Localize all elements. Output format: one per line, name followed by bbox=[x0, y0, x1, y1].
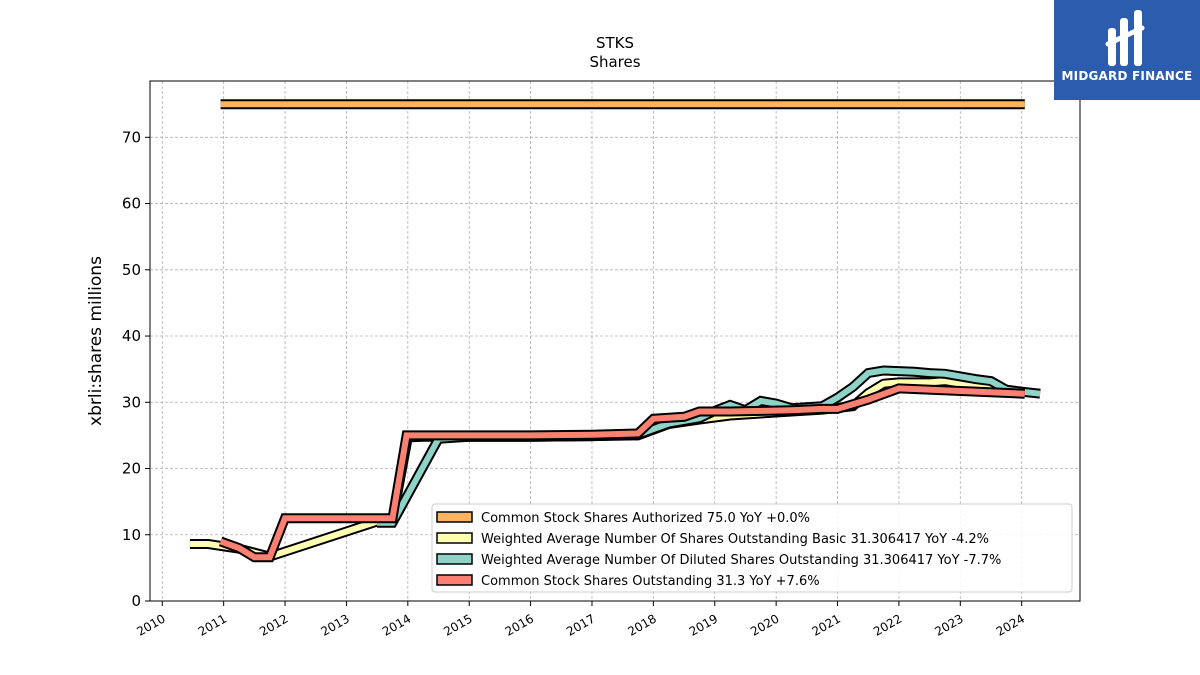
data-point bbox=[1024, 393, 1025, 394]
data-point bbox=[730, 404, 731, 405]
data-point bbox=[438, 435, 439, 436]
data-point bbox=[898, 371, 899, 372]
data-point bbox=[269, 557, 270, 558]
y-tick-label: 50 bbox=[122, 261, 141, 279]
x-tick-label: 2018 bbox=[625, 611, 658, 638]
chart-title: STKS bbox=[596, 34, 634, 52]
y-axis-ticks: 0 10 20 30 40 50 60 70 bbox=[122, 128, 150, 610]
x-tick-label: 2010 bbox=[134, 611, 167, 638]
series-1 bbox=[220, 99, 1025, 110]
data-point bbox=[929, 382, 930, 383]
data-point bbox=[653, 418, 654, 419]
data-point bbox=[220, 541, 221, 542]
y-tick-label: 20 bbox=[122, 460, 141, 478]
data-point bbox=[883, 370, 884, 371]
data-point bbox=[760, 410, 761, 411]
data-point bbox=[469, 435, 470, 436]
x-tick-label: 2014 bbox=[380, 611, 413, 638]
plot-series bbox=[189, 99, 1041, 563]
data-point bbox=[189, 544, 190, 545]
data-point bbox=[392, 518, 393, 519]
legend-label: Common Stock Shares Authorized 75.0 YoY … bbox=[481, 511, 810, 526]
y-tick-label: 60 bbox=[122, 195, 141, 213]
data-point bbox=[220, 104, 221, 105]
x-tick-label: 2017 bbox=[564, 611, 597, 638]
data-point bbox=[699, 411, 700, 412]
data-point bbox=[1024, 104, 1025, 105]
chart-subtitle: Shares bbox=[589, 53, 640, 71]
data-point bbox=[868, 373, 869, 374]
legend-swatch bbox=[436, 553, 473, 565]
x-tick-label: 2023 bbox=[932, 611, 965, 638]
data-point bbox=[991, 381, 992, 382]
data-point bbox=[239, 548, 240, 549]
data-point bbox=[406, 435, 407, 436]
x-axis-ticks: 2010 2011 2012 2013 2014 2015 2016 2017 2018 2019… bbox=[134, 601, 1027, 639]
x-tick-label: 2016 bbox=[503, 611, 536, 638]
data-point bbox=[760, 400, 761, 401]
data-point bbox=[868, 393, 869, 394]
legend-swatch bbox=[436, 532, 473, 544]
y-tick-label: 30 bbox=[122, 393, 141, 411]
x-tick-label: 2020 bbox=[748, 611, 781, 638]
x-tick-label: 2011 bbox=[196, 611, 229, 638]
brand-mark-icon bbox=[1105, 10, 1145, 66]
legend-swatch bbox=[436, 574, 473, 586]
data-point bbox=[914, 371, 915, 372]
data-point bbox=[638, 433, 639, 434]
data-point bbox=[699, 418, 700, 419]
data-point bbox=[868, 399, 869, 400]
y-tick-label: 10 bbox=[122, 526, 141, 544]
data-point bbox=[776, 403, 777, 404]
data-point bbox=[975, 379, 976, 380]
legend-label: Weighted Average Number Of Shares Outsta… bbox=[481, 532, 989, 547]
data-point bbox=[898, 388, 899, 389]
data-point bbox=[960, 383, 961, 384]
data-point bbox=[960, 376, 961, 377]
legend-label: Common Stock Shares Outstanding 31.3 YoY… bbox=[481, 574, 820, 589]
y-tick-label: 0 bbox=[131, 592, 141, 610]
y-tick-label: 70 bbox=[122, 128, 141, 146]
data-point bbox=[945, 381, 946, 382]
x-tick-label: 2015 bbox=[441, 611, 474, 638]
data-point bbox=[898, 382, 899, 383]
series-line bbox=[219, 385, 1025, 561]
data-point bbox=[208, 544, 209, 545]
plot-frame bbox=[149, 80, 1081, 602]
data-point bbox=[285, 518, 286, 519]
grid bbox=[150, 81, 1080, 601]
y-axis-label: xbrli:shares millions bbox=[86, 256, 106, 426]
data-point bbox=[929, 373, 930, 374]
data-point bbox=[837, 397, 838, 398]
data-point bbox=[730, 411, 731, 412]
y-tick-label: 40 bbox=[122, 327, 141, 345]
data-point bbox=[791, 410, 792, 411]
data-point bbox=[668, 423, 669, 424]
x-tick-label: 2021 bbox=[810, 611, 843, 638]
x-tick-label: 2019 bbox=[687, 611, 720, 638]
brand-logo: MIDGARD FINANCE bbox=[1054, 0, 1200, 100]
data-point bbox=[852, 387, 853, 388]
data-point bbox=[684, 416, 685, 417]
data-point bbox=[530, 435, 531, 436]
legend: Common Stock Shares Authorized 75.0 YoY … bbox=[431, 503, 1073, 593]
data-point bbox=[254, 557, 255, 558]
x-tick-label: 2024 bbox=[994, 611, 1027, 638]
data-point bbox=[837, 408, 838, 409]
data-point bbox=[945, 373, 946, 374]
brand-name: MIDGARD FINANCE bbox=[1061, 69, 1193, 83]
data-point bbox=[300, 518, 301, 519]
data-point bbox=[1040, 393, 1041, 394]
data-point bbox=[883, 383, 884, 384]
data-point bbox=[822, 408, 823, 409]
legend-swatch bbox=[436, 511, 473, 523]
legend-box bbox=[431, 503, 1073, 593]
x-tick-label: 2022 bbox=[871, 611, 904, 638]
x-tick-label: 2012 bbox=[257, 611, 290, 638]
legend-label: Weighted Average Number Of Diluted Share… bbox=[481, 553, 1001, 568]
series-4 bbox=[218, 383, 1026, 563]
data-point bbox=[592, 434, 593, 435]
x-tick-label: 2013 bbox=[318, 611, 351, 638]
